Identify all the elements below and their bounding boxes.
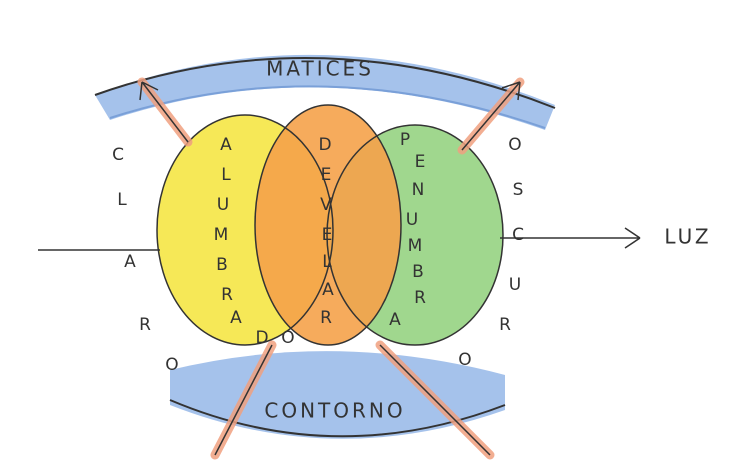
letter: N [412, 180, 425, 200]
letter: O [281, 328, 294, 348]
top-label: MATICES [266, 57, 374, 81]
letter: R [221, 285, 233, 305]
letter: L [221, 165, 231, 185]
letter: U [406, 210, 418, 230]
letter: R [414, 288, 426, 308]
letter: E [321, 165, 332, 185]
bottom-label: CONTORNO [264, 399, 405, 423]
letter: R [499, 315, 511, 335]
letter: M [214, 225, 229, 245]
diagram: MATICES CONTORNO LUZ CLAROOSCUROALUMBRAD… [0, 0, 735, 465]
letter: A [124, 252, 136, 272]
letter: D [255, 328, 268, 348]
letter: O [508, 135, 521, 155]
letter: U [509, 275, 521, 295]
letter: A [220, 135, 232, 155]
letter: D [318, 135, 331, 155]
letter: V [320, 195, 332, 215]
letter: C [112, 145, 124, 165]
letter: R [320, 308, 332, 328]
letter: B [412, 262, 424, 282]
letter: E [415, 152, 426, 172]
letter: C [512, 225, 524, 245]
letter: E [322, 225, 333, 245]
letter: R [139, 315, 151, 335]
letter: B [216, 255, 228, 275]
letter: L [117, 190, 127, 210]
light-label: LUZ [664, 225, 711, 249]
letter: O [458, 350, 471, 370]
letter: L [322, 252, 332, 272]
letter: S [513, 180, 524, 200]
letter: A [230, 308, 242, 328]
letter: O [165, 355, 178, 375]
letter: U [217, 195, 229, 215]
letter: A [389, 310, 401, 330]
letter: A [322, 280, 334, 300]
letter: M [408, 236, 423, 256]
letter: P [400, 130, 410, 150]
